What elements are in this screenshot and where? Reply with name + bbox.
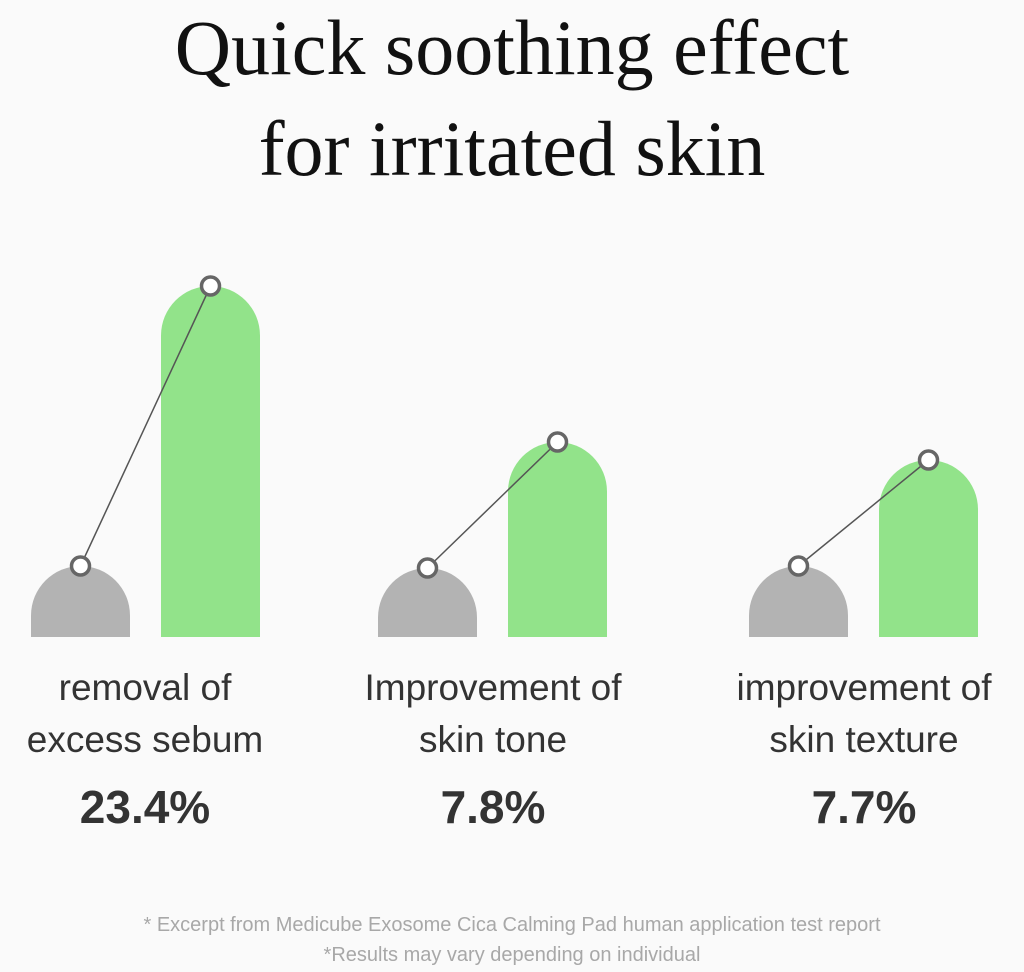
category-label-2: Improvement of skin tone [323,662,663,766]
connector-line-2 [426,441,559,569]
bar-after-3 [879,460,978,637]
marker-after-2 [546,431,569,453]
marker-before-1 [69,555,92,577]
value-label-3: 7.7% [811,781,917,833]
bar-before-3 [749,566,848,637]
marker-before-3 [787,555,810,577]
marker-after-1 [199,275,222,297]
title-line-1: Quick soothing effect [174,4,850,91]
connector-line-1 [79,285,212,567]
bar-before-2 [378,568,477,637]
category-label-1-line-1: removal of [58,667,232,708]
category-label-2-line-1: Improvement of [364,667,622,708]
category-label-1-line-2: excess sebum [26,719,264,760]
marker-before-2 [416,557,439,579]
value-label-2: 7.8% [440,781,546,833]
title-line-2: for irritated skin [258,105,766,192]
connector-line-3 [798,459,929,567]
footnote-disclaimer: *Results may vary depending on individua… [323,944,701,966]
category-label-2-line-2: skin tone [418,719,568,760]
bar-before-1 [31,566,130,637]
bar-after-2 [508,442,607,637]
bar-after-1 [161,286,260,637]
value-label-1: 23.4% [79,781,211,833]
category-label-3-line-2: skin texture [769,719,959,760]
footnote-source: * Excerpt from Medicube Exosome Cica Cal… [143,914,881,936]
category-label-3: improvement of skin texture [694,662,1024,766]
category-label-1: removal of excess sebum [0,662,315,766]
category-label-3-line-1: improvement of [736,667,992,708]
marker-after-3 [917,449,940,471]
